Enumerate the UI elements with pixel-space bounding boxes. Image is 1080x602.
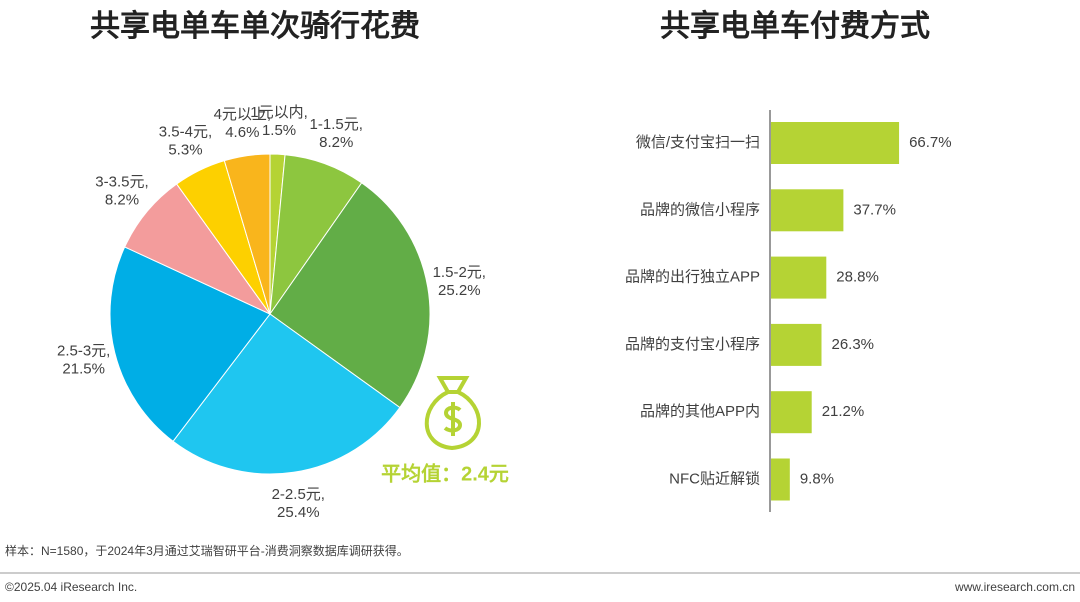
slice-value-label: 4.6% <box>225 124 259 141</box>
slice-value-label: 8.2% <box>319 134 353 151</box>
slice-label: 2-2.5元, <box>272 486 325 503</box>
bar <box>771 391 812 434</box>
category-label: 品牌的支付宝小程序 <box>625 336 760 353</box>
value-label: 9.8% <box>800 470 834 487</box>
footer-right: www.iresearch.com.cn <box>954 580 1075 594</box>
value-label: 37.7% <box>853 201 896 218</box>
value-label: 28.8% <box>836 269 879 286</box>
note: 样本：N=1580，于2024年3月通过艾瑞智研平台-消费洞察数据库调研获得。 <box>5 543 409 558</box>
slice-label: 1元以内, <box>250 104 308 121</box>
bar <box>771 122 900 164</box>
pie-slice <box>172 313 401 475</box>
footer-left: ©2025.04 iResearch Inc. <box>5 580 137 594</box>
money-bag-icon <box>424 376 481 451</box>
category-label: NFC贴近解锁 <box>669 470 760 487</box>
category-label: 品牌的出行独立APP <box>625 269 760 286</box>
chart-title: 共享电单车单次骑行花费 <box>90 9 420 43</box>
slice-label: 1-1.5元, <box>310 116 363 133</box>
slice-label: 3.5-4元, <box>159 124 212 141</box>
pie-slice <box>223 153 271 315</box>
slice-label: 2.5-3元, <box>57 342 110 359</box>
category-label: 品牌的微信小程序 <box>640 201 760 218</box>
slice-value-label: 25.2% <box>438 282 481 299</box>
slice-label: 1.5-2元, <box>433 264 486 281</box>
value-label: 26.3% <box>831 336 874 353</box>
bar <box>771 323 822 366</box>
chart-title: 共享电单车付费方式 <box>660 9 930 43</box>
value-label: 21.2% <box>822 403 865 420</box>
pie-slice <box>269 182 431 409</box>
bar <box>771 189 844 232</box>
slice-value-label: 21.5% <box>62 360 105 377</box>
slice-value-label: 25.4% <box>277 504 320 521</box>
bar <box>771 256 827 299</box>
value-label: 66.7% <box>909 134 952 151</box>
pie-slice <box>109 246 271 442</box>
bar <box>771 458 790 501</box>
annotation: 平均值：2.4元 <box>381 461 509 485</box>
slice-value-label: 5.3% <box>168 142 202 159</box>
category-label: 微信/支付宝扫一扫 <box>636 134 760 151</box>
slice-value-label: 8.2% <box>105 192 139 209</box>
slice-label: 3-3.5元, <box>95 174 148 191</box>
category-label: 品牌的其他APP内 <box>640 403 760 420</box>
slice-label: 4元以上, <box>214 106 272 123</box>
slice-value-label: 1.5% <box>262 122 296 139</box>
